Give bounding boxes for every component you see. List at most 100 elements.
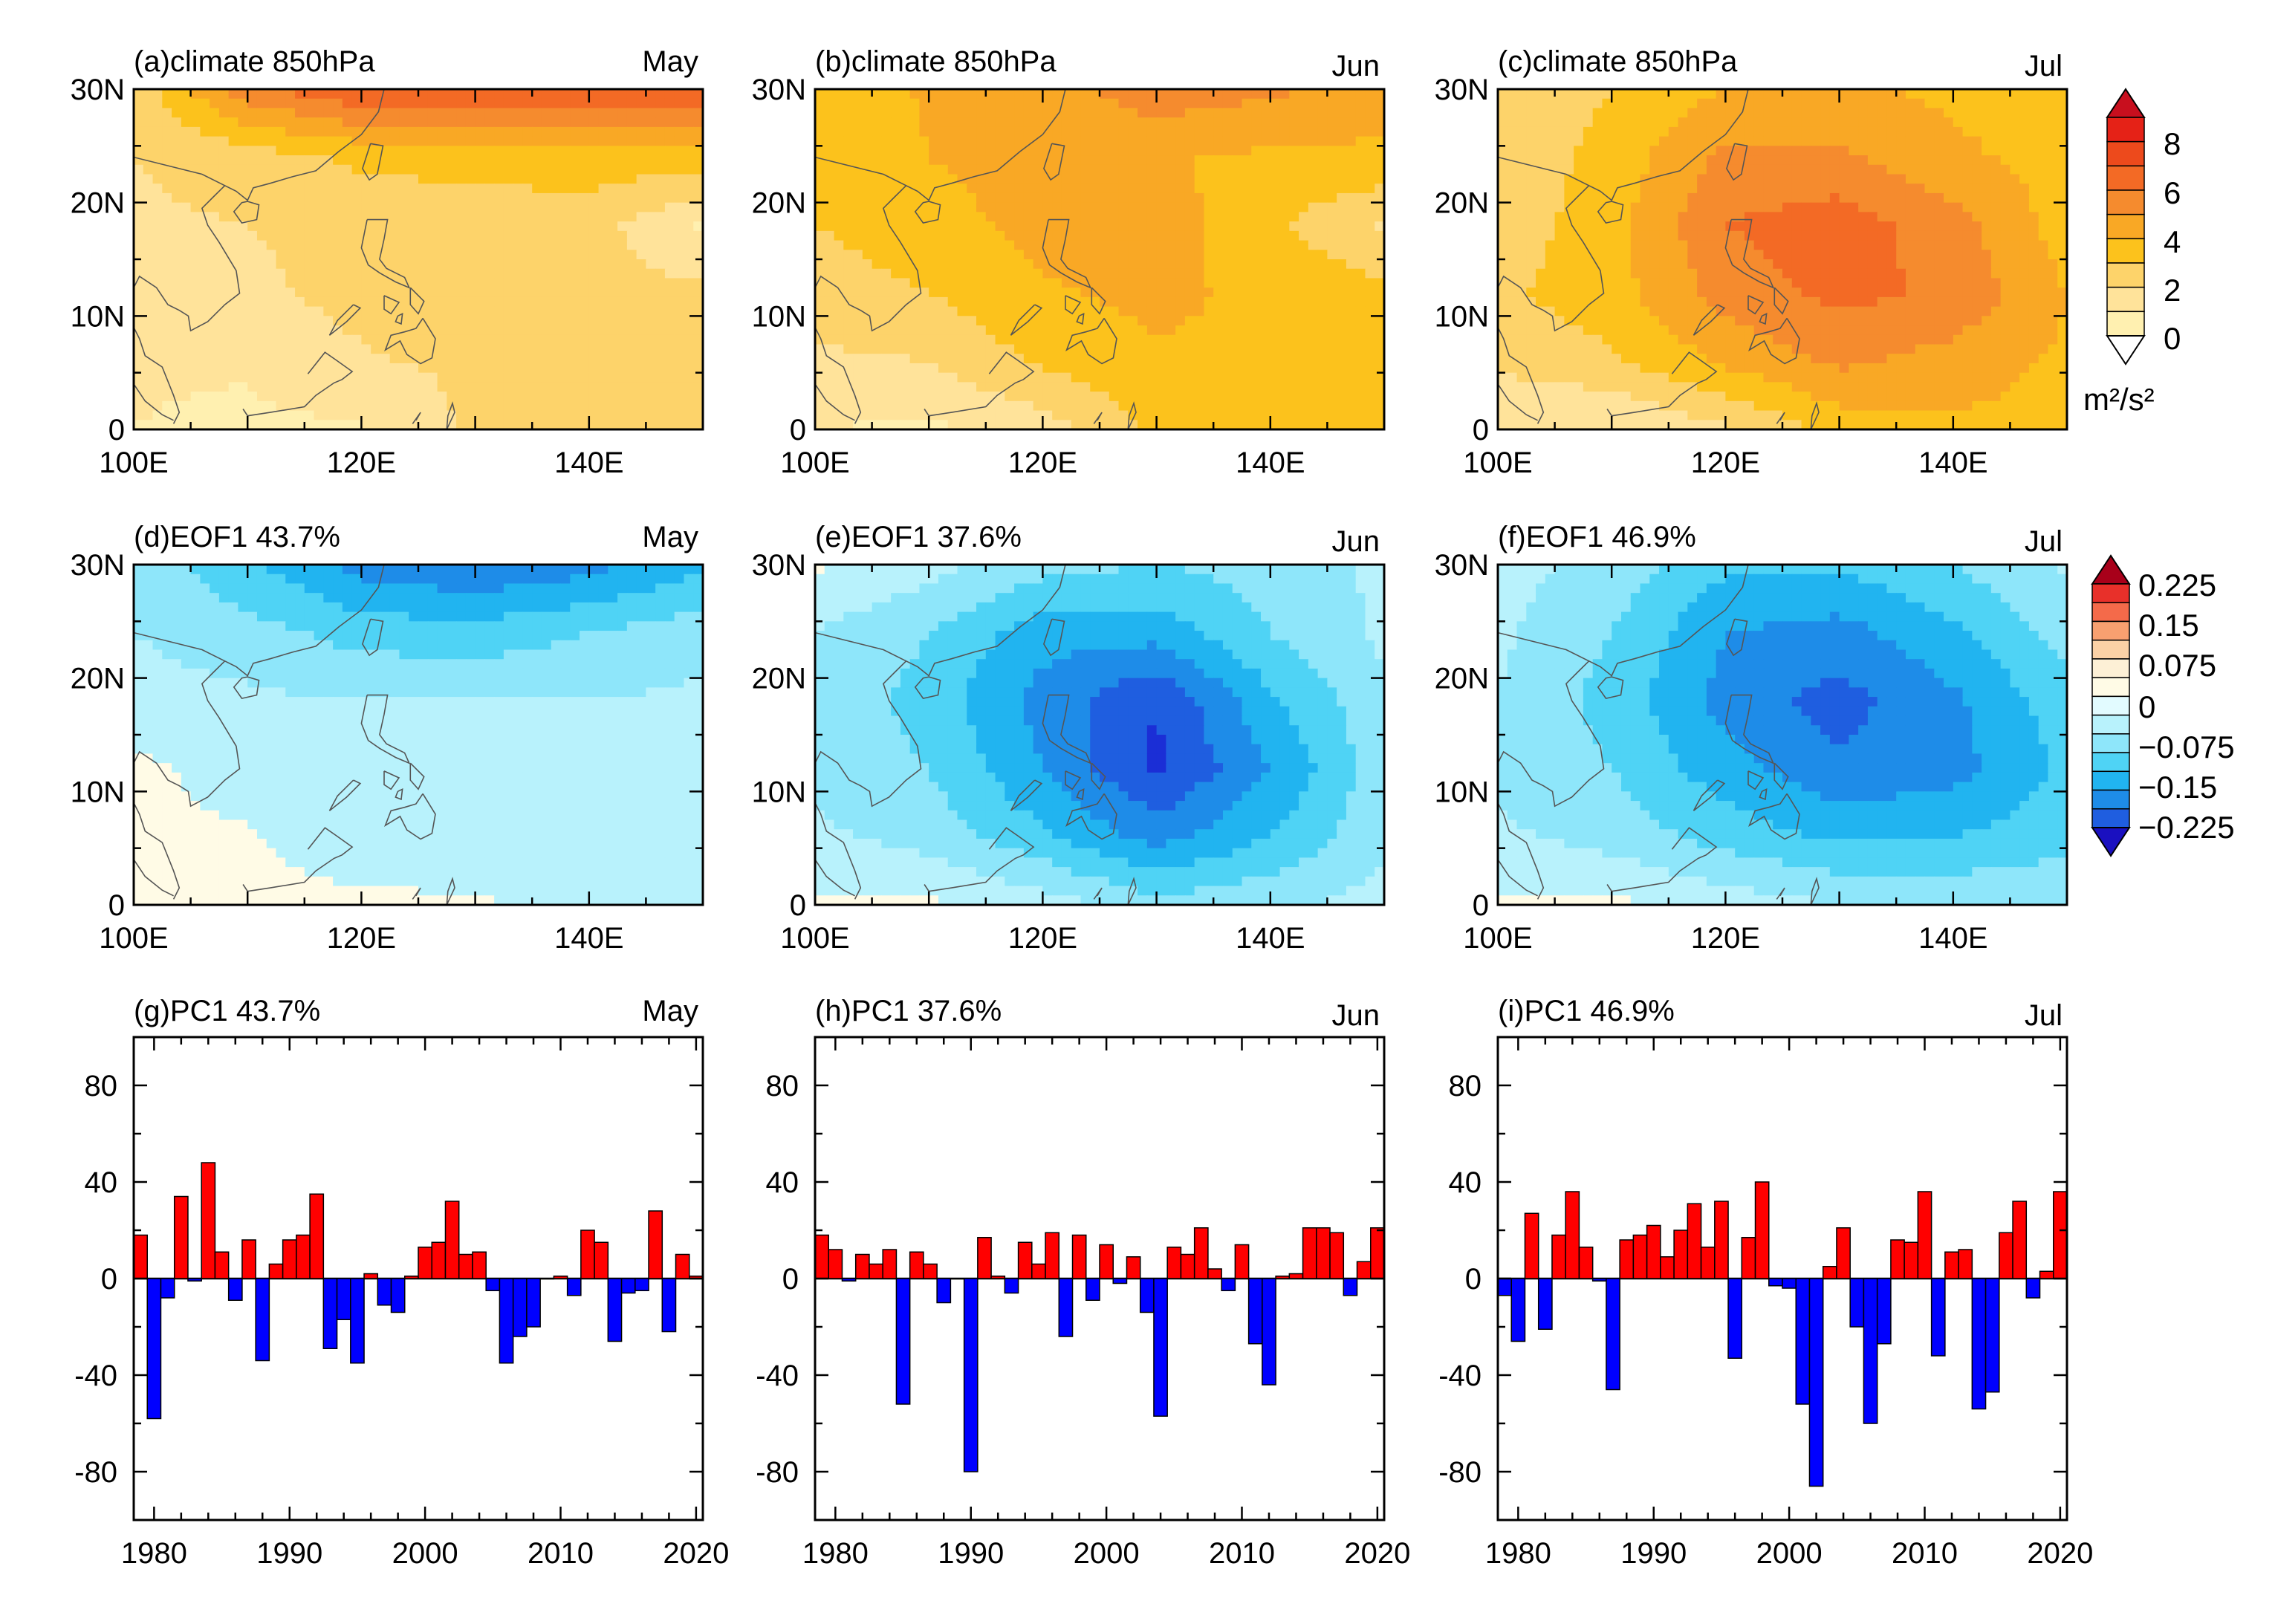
map-cell xyxy=(891,183,901,194)
map-cell xyxy=(636,136,646,146)
map-cell xyxy=(1308,155,1319,166)
map-cell xyxy=(1753,155,1765,166)
map-cell xyxy=(541,334,552,345)
map-cell xyxy=(1090,259,1100,270)
map-cell xyxy=(815,108,825,118)
map-cell xyxy=(1375,136,1385,146)
map-cell xyxy=(447,146,457,156)
map-cell xyxy=(560,288,571,298)
map-cell xyxy=(843,334,854,345)
map-cell xyxy=(1184,325,1195,336)
map-cell xyxy=(1659,136,1669,146)
map-cell xyxy=(1365,354,1375,364)
map-cell xyxy=(2028,136,2039,146)
map-cell xyxy=(1251,288,1262,298)
map-cell xyxy=(1071,117,1082,128)
map-cell xyxy=(1175,354,1186,364)
map-cell xyxy=(570,288,580,298)
map-cell xyxy=(1156,316,1166,326)
map-cell xyxy=(1327,155,1337,166)
map-cell xyxy=(162,306,172,316)
map-cell xyxy=(314,306,324,316)
map-cell xyxy=(1355,192,1366,204)
map-cell xyxy=(475,212,485,222)
map-cell xyxy=(1782,174,1793,184)
map-cell xyxy=(323,316,334,326)
map-cell xyxy=(134,192,144,204)
map-cell xyxy=(1109,155,1120,166)
map-cell xyxy=(1612,174,1622,184)
map-cell xyxy=(684,410,694,420)
map-cell xyxy=(1194,240,1205,250)
map-cell xyxy=(1166,126,1176,137)
map-cell xyxy=(674,230,685,241)
map-cell xyxy=(891,278,901,288)
map-cell xyxy=(957,363,967,374)
map-cell xyxy=(985,268,996,279)
map-cell xyxy=(1355,296,1366,308)
map-cell xyxy=(957,174,967,184)
map-cell xyxy=(985,325,996,336)
map-cell xyxy=(2010,136,2020,146)
map-cell xyxy=(484,98,495,109)
map-cell xyxy=(228,382,239,392)
map-cell xyxy=(1289,306,1299,316)
map-cell xyxy=(862,344,873,354)
map-cell xyxy=(200,296,210,308)
map-cell xyxy=(218,296,230,308)
map-cell xyxy=(580,192,590,204)
map-cell xyxy=(1270,410,1281,420)
map-cell xyxy=(380,392,391,402)
map-cell xyxy=(162,268,172,279)
map-cell xyxy=(872,296,882,308)
map-cell xyxy=(1337,174,1347,184)
map-cell xyxy=(1346,240,1357,250)
map-cell xyxy=(1337,98,1347,109)
map-cell xyxy=(1061,268,1072,279)
map-cell xyxy=(929,363,939,374)
map-cell xyxy=(608,382,618,392)
map-cell xyxy=(134,108,144,118)
map-cell xyxy=(513,136,524,146)
map-cell xyxy=(503,316,514,326)
map-cell xyxy=(304,183,315,194)
map-cell xyxy=(1944,108,1954,118)
map-cell xyxy=(162,164,172,175)
map-cell xyxy=(399,354,409,364)
map-cell xyxy=(1279,316,1290,326)
map-cell xyxy=(456,174,467,184)
map-cell xyxy=(900,296,911,308)
map-cell xyxy=(1270,288,1281,298)
map-cell xyxy=(1222,183,1233,194)
map-cell xyxy=(862,212,873,222)
map-cell xyxy=(1829,126,1840,137)
map-cell xyxy=(646,288,656,298)
map-cell xyxy=(210,212,220,222)
map-cell xyxy=(256,306,267,316)
x-tick-label: 120E xyxy=(1008,446,1077,479)
map-cell xyxy=(1687,108,1698,118)
map-cell xyxy=(626,240,637,250)
map-cell xyxy=(976,164,987,175)
map-cell xyxy=(152,250,163,260)
map-cell xyxy=(1109,288,1120,298)
map-cell xyxy=(494,202,504,212)
map-cell xyxy=(1849,174,1859,184)
map-cell xyxy=(881,108,892,118)
map-cell xyxy=(484,382,495,392)
map-cell xyxy=(1213,250,1224,260)
map-cell xyxy=(862,221,873,232)
map-cell xyxy=(1716,89,1726,100)
map-cell xyxy=(588,363,600,374)
map-cell xyxy=(684,155,694,166)
map-cell xyxy=(655,344,666,354)
map-cell xyxy=(1299,117,1309,128)
map-cell xyxy=(1184,363,1195,374)
map-cell xyxy=(929,306,939,316)
map-cell xyxy=(437,202,447,212)
map-cell xyxy=(1232,392,1243,402)
map-cell xyxy=(1204,98,1214,109)
map-cell xyxy=(1944,98,1954,109)
map-cell xyxy=(1583,126,1594,137)
map-cell xyxy=(437,410,447,420)
